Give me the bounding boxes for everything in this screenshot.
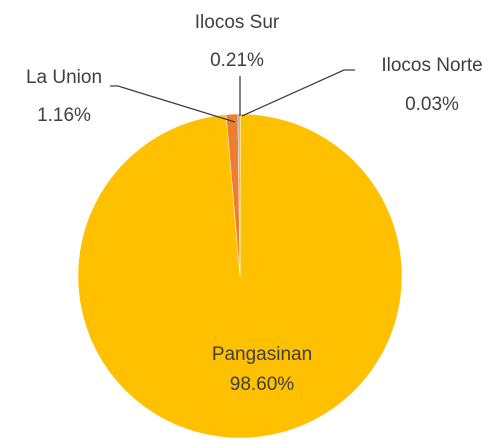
slice-label: La Union [26, 67, 102, 88]
slice-value-label: 1.16% [37, 105, 91, 126]
slices [77, 113, 403, 439]
slice-label: Ilocos Sur [195, 12, 280, 33]
slice-label: Ilocos Norte [381, 55, 482, 76]
slice-value-label: 98.60% [230, 374, 295, 395]
slice-label: Pangasinan [212, 344, 312, 365]
slice-value-label: 0.21% [210, 50, 264, 71]
leader-line [110, 85, 236, 123]
leader-line [241, 69, 355, 117]
slice-value-label: 0.03% [405, 94, 459, 115]
